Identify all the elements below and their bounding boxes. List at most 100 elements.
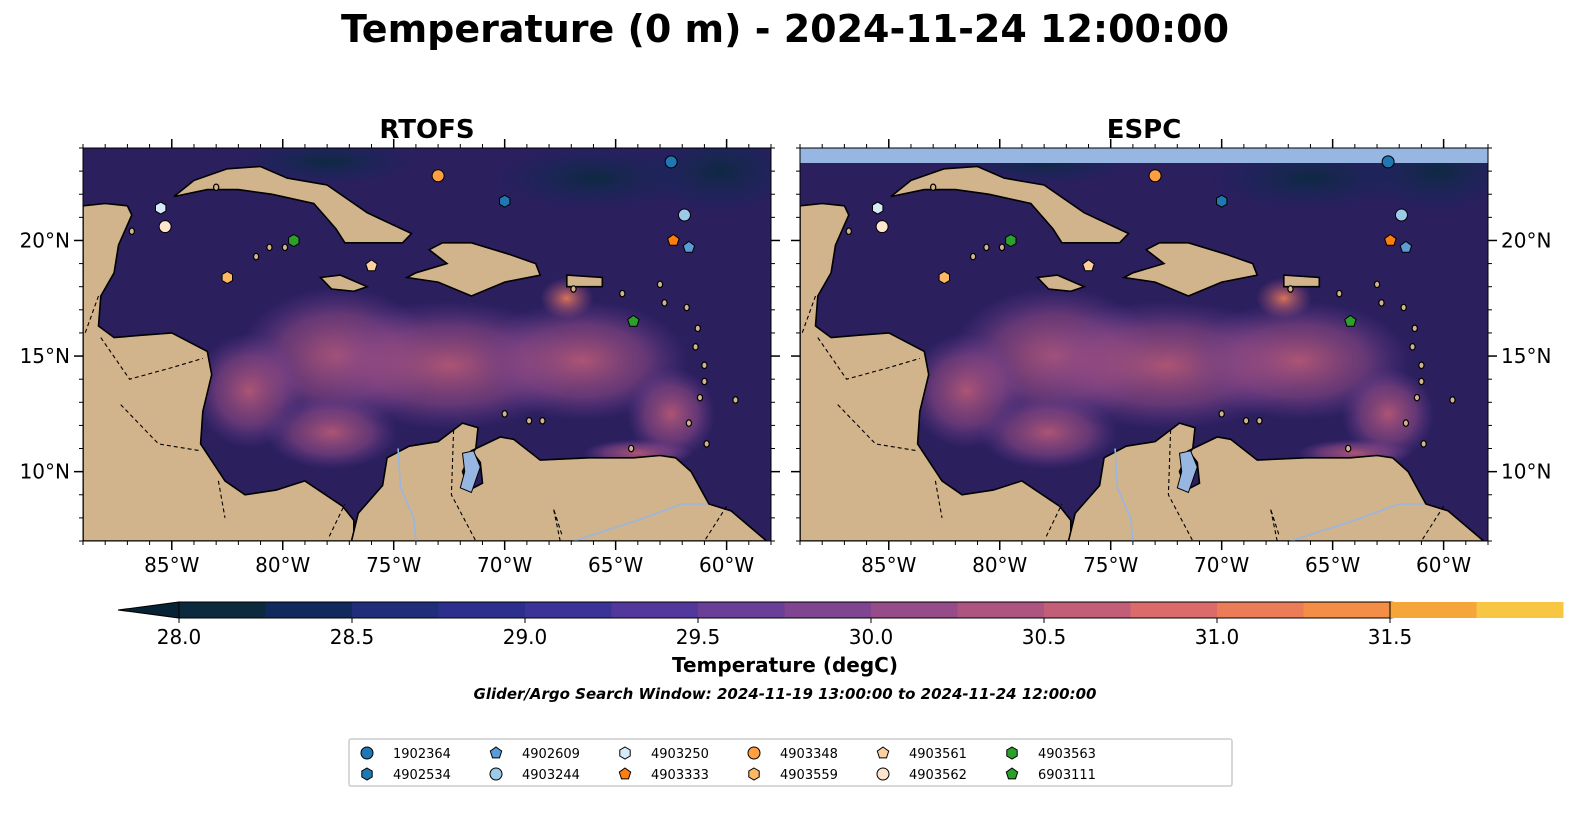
float-marker-4903333 [1384, 233, 1397, 246]
map-body [800, 102, 1488, 541]
colorbar-bin [1390, 602, 1477, 618]
legend-marker-6903111 [1005, 767, 1019, 780]
island [1418, 361, 1425, 370]
legend-label: 4903563 [1038, 747, 1096, 762]
island [692, 343, 699, 351]
country-border [100, 337, 203, 380]
colorbar-bin [1217, 602, 1304, 618]
float-marker-4903563 [1005, 233, 1017, 248]
island [661, 299, 668, 307]
legend-label: 4902609 [522, 747, 580, 762]
map-panel-espc: ESPC 85°W 80°W 75°W 70°W 65°W 60°W 10°N 15°N 20°N [791, 102, 1551, 577]
warm-water-patch [626, 367, 716, 461]
lon-tick-label: 80°W [255, 553, 310, 577]
island [1242, 416, 1250, 425]
panel-title: ESPC [1107, 115, 1182, 145]
lon-tick-label: 75°W [1083, 553, 1138, 577]
colorbar-label: Temperature (degC) [672, 653, 898, 677]
island [701, 361, 708, 370]
colorbar-bin [698, 602, 785, 618]
legend-label: 6903111 [1038, 768, 1096, 783]
map-frame [82, 147, 772, 542]
colorbar-bin [871, 602, 958, 618]
land [83, 165, 768, 541]
colorbar-bin [1476, 602, 1564, 618]
colorbar-bin [525, 602, 612, 618]
island [1336, 289, 1343, 298]
island [696, 393, 704, 402]
island [845, 227, 853, 236]
island [701, 377, 708, 386]
legend-marker-4903244 [489, 767, 503, 781]
float-marker-4903244 [677, 208, 691, 222]
float-marker-4903561 [1082, 259, 1095, 272]
legend-label: 4903562 [909, 768, 967, 783]
country-border [1167, 429, 1194, 541]
warm-water-patch [193, 332, 305, 449]
map-frame [799, 147, 1489, 542]
island [525, 416, 533, 425]
island [732, 396, 739, 404]
float-marker-6903111 [627, 314, 640, 327]
island [1409, 343, 1416, 351]
colorbar-tick-label: 28.5 [330, 625, 375, 649]
legend-label: 4903250 [651, 747, 709, 762]
colorbar-tick-label: 30.0 [849, 625, 894, 649]
legend-marker-4903348 [747, 746, 761, 760]
float-legend: 1902364 4902534 4902609 4903244 4903250 49033… [348, 738, 1233, 787]
legend-marker-4903250 [619, 746, 631, 760]
island [1373, 280, 1381, 289]
colorbar-tick-label: 30.5 [1022, 625, 1067, 649]
lon-tick-label: 60°W [1416, 553, 1471, 577]
island [1256, 416, 1263, 425]
lat-tick-label: 20°N [1501, 228, 1551, 252]
legend-marker-1902364 [360, 746, 374, 760]
country-border [552, 508, 563, 541]
colorbar-bin [784, 602, 872, 618]
island [266, 243, 273, 252]
lat-tick-label: 15°N [20, 344, 70, 368]
colorbar-bin [957, 602, 1045, 618]
country-border [934, 480, 943, 518]
coastline [318, 274, 370, 293]
island [212, 183, 220, 192]
float-marker-4902534 [1216, 194, 1228, 208]
island [1400, 303, 1407, 312]
island [1402, 419, 1410, 427]
colorbar-bin [1130, 602, 1218, 618]
island [1411, 324, 1418, 333]
lon-tick-label: 70°W [477, 553, 532, 577]
map-body [83, 148, 771, 541]
cool-water-patch [1210, 148, 1411, 211]
legend-label: 4902534 [393, 768, 451, 783]
lon-tick-label: 85°W [144, 553, 199, 577]
coastline [404, 242, 542, 297]
legend-marker-4903561 [876, 746, 890, 759]
lon-tick-label: 85°W [861, 553, 916, 577]
island [656, 280, 664, 289]
coastline [1121, 242, 1259, 297]
coastline [890, 165, 1130, 244]
colorbar-tick-label: 31.5 [1368, 625, 1413, 649]
colorbar-tick-label: 31.0 [1195, 625, 1240, 649]
island [1413, 393, 1421, 402]
warm-water-patch [908, 332, 1025, 449]
coastline [83, 202, 355, 541]
island [1449, 396, 1456, 404]
axis-ticks: 85°W 80°W 75°W 70°W 65°W 60°W 10°N 15°N 20°N [20, 139, 780, 577]
axis-ticks: 85°W 80°W 75°W 70°W 65°W 60°W 10°N 15°N 20°N [791, 139, 1551, 577]
coastline [1283, 274, 1321, 288]
coastline [960, 102, 998, 137]
float-marker-6903111 [1344, 314, 1357, 327]
colorbar-bin [179, 602, 266, 618]
legend-label: 4903244 [522, 768, 580, 783]
colorbar-tick-label: 28.0 [157, 625, 202, 649]
colorbar-frame [178, 601, 1391, 619]
float-marker-4903559 [938, 270, 950, 285]
legend-marker-4903333 [618, 767, 632, 780]
colorbar-tick-label: 29.0 [503, 625, 548, 649]
lon-tick-label: 80°W [972, 553, 1027, 577]
float-marker-4903559 [221, 270, 233, 285]
island [539, 416, 546, 425]
lon-tick-label: 75°W [366, 553, 421, 577]
